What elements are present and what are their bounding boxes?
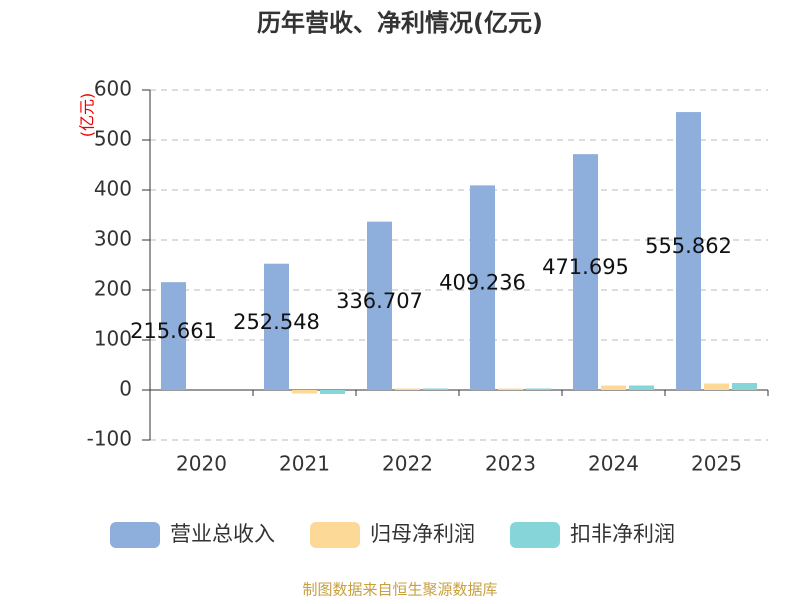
y-tick-label: 300 (94, 227, 132, 251)
legend-label: 归母净利润 (370, 522, 475, 546)
bar (423, 388, 448, 390)
value-label: 252.548 (233, 310, 320, 334)
bar (526, 388, 551, 390)
y-tick-label: 200 (94, 277, 132, 301)
legend-swatch (110, 522, 160, 548)
value-label: 409.236 (439, 271, 526, 295)
bar (732, 383, 757, 390)
legend-swatch (510, 522, 560, 548)
y-tick-label: 400 (94, 177, 132, 201)
bar (704, 383, 729, 390)
bar (161, 282, 186, 390)
y-axis-label: (亿元) (78, 93, 97, 138)
x-tick-label: 2025 (691, 452, 742, 476)
x-tick-label: 2021 (279, 452, 330, 476)
y-tick-label: 600 (94, 77, 132, 101)
bar (292, 390, 317, 394)
legend-label: 扣非净利润 (570, 522, 675, 546)
y-tick-label: -100 (87, 427, 132, 451)
legend-label: 营业总收入 (170, 522, 275, 546)
bar (498, 388, 523, 390)
bar (367, 221, 392, 390)
bar (676, 112, 701, 390)
bar (629, 385, 654, 390)
y-tick-label: 100 (94, 327, 132, 351)
chart-title: 历年营收、净利情况(亿元) (257, 9, 543, 37)
value-label: 215.661 (130, 319, 217, 343)
y-tick-label: 0 (119, 377, 132, 401)
bar (395, 388, 420, 390)
x-tick-label: 2024 (588, 452, 639, 476)
legend-swatch (310, 522, 360, 548)
bar (573, 154, 598, 390)
source-note: 制图数据来自恒生聚源数据库 (302, 581, 497, 599)
y-tick-label: 500 (94, 127, 132, 151)
x-tick-label: 2022 (382, 452, 433, 476)
bar (320, 390, 345, 394)
x-tick-label: 2023 (485, 452, 536, 476)
x-tick-label: 2020 (176, 452, 227, 476)
value-label: 336.707 (336, 289, 423, 313)
bar (264, 263, 289, 390)
value-label: 471.695 (542, 255, 629, 279)
bar (601, 385, 626, 390)
bar (470, 185, 495, 390)
value-label: 555.862 (645, 234, 732, 258)
